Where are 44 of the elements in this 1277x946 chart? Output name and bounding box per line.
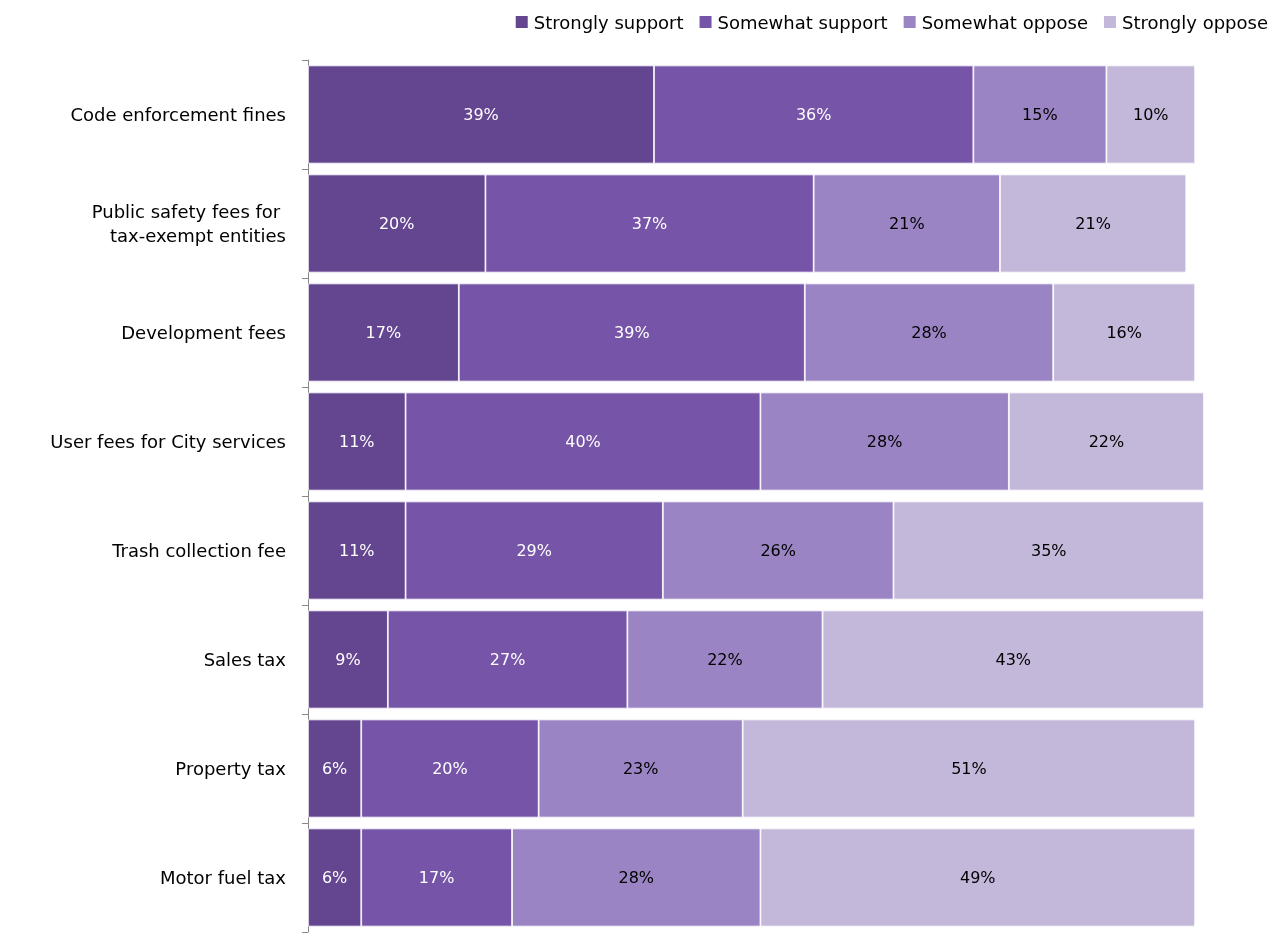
y-tick-label: Development fees [121,322,286,343]
data-label: 36% [795,105,832,124]
y-tick-label: Property tax [175,758,287,779]
data-label: 23% [622,759,659,778]
data-label: 28% [866,432,903,451]
data-label: 17% [418,868,455,887]
data-label: 11% [339,541,375,560]
data-label: 22% [1088,432,1125,451]
legend-label: Somewhat support [717,11,888,33]
data-label: 6% [321,759,348,778]
data-label: 21% [1075,214,1111,233]
data-label: 16% [1106,323,1142,342]
legend-label: Strongly oppose [1121,11,1269,33]
data-label: 39% [614,323,650,342]
y-tick-label: Public safety fees for tax-exempt entities [91,201,286,246]
data-label: 39% [463,105,499,124]
y-tick-label: Code enforcement fines [70,104,286,125]
data-label: 26% [760,541,796,560]
data-label: 29% [516,541,552,560]
data-label: 15% [1022,105,1058,124]
legend-label: Strongly support [533,11,684,33]
data-label: 51% [951,759,987,778]
y-tick-label: Sales tax [203,649,287,670]
data-label: 11% [339,432,375,451]
data-label: 35% [1030,541,1067,560]
data-label: 28% [911,323,947,342]
data-label: 9% [335,650,361,669]
legend-label: Somewhat oppose [921,11,1088,33]
data-label: 20% [432,759,468,778]
data-label: 20% [378,214,415,233]
y-tick-label: Trash collection fee [111,540,286,561]
data-label: 22% [707,650,743,669]
data-label: 43% [995,650,1032,669]
data-label: 10% [1132,105,1169,124]
data-label: 17% [365,323,402,342]
data-label: 49% [960,868,996,887]
y-tick-label: Motor fuel tax [159,867,287,888]
data-label: 21% [889,214,925,233]
data-label: 6% [321,868,348,887]
y-tick-label: User fees for City services [50,431,286,452]
data-label: 27% [489,650,526,669]
data-label: 37% [631,214,668,233]
data-label: 40% [565,432,601,451]
data-label: 28% [618,868,655,887]
